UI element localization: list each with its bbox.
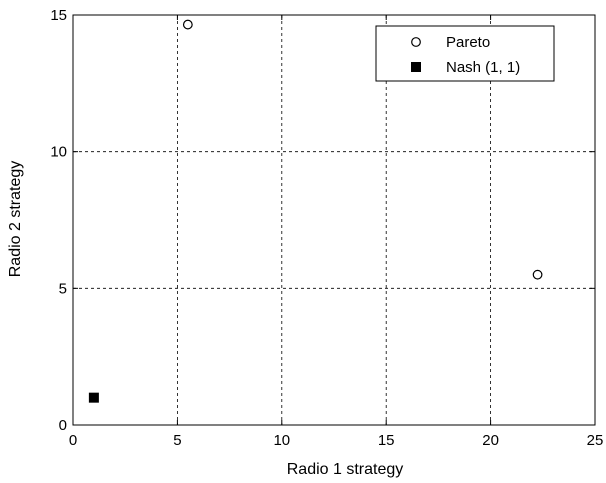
legend-pareto-marker <box>411 37 421 47</box>
legend-nash-marker <box>411 62 421 72</box>
legend: Pareto Nash (1, 1) <box>375 25 555 82</box>
y-tick-label: 0 <box>59 417 67 434</box>
x-tick-label: 15 <box>378 432 395 449</box>
y-tick-label: 10 <box>50 144 67 161</box>
x-tick-label: 10 <box>273 432 290 449</box>
pareto-point <box>532 269 543 280</box>
x-tick-label: 25 <box>587 432 604 449</box>
nash-point <box>88 392 99 403</box>
legend-pareto-label: Pareto <box>446 34 490 51</box>
y-tick-label: 5 <box>59 280 67 297</box>
legend-nash-label: Nash (1, 1) <box>446 59 520 76</box>
x-tick-label: 20 <box>482 432 499 449</box>
x-tick-label: 0 <box>69 432 77 449</box>
x-axis-label: Radio 1 strategy <box>287 461 404 478</box>
legend-box <box>375 25 555 82</box>
y-axis-label: Radio 2 strategy <box>7 161 24 278</box>
tick-labels: 0 5 10 15 20 25 0 5 10 15 <box>50 7 603 449</box>
x-tick-label: 5 <box>173 432 181 449</box>
y-tick-label: 15 <box>50 7 67 24</box>
data-points <box>88 19 543 403</box>
pareto-point <box>182 19 193 30</box>
plot-area <box>72 14 596 426</box>
grid-lines <box>73 15 595 425</box>
